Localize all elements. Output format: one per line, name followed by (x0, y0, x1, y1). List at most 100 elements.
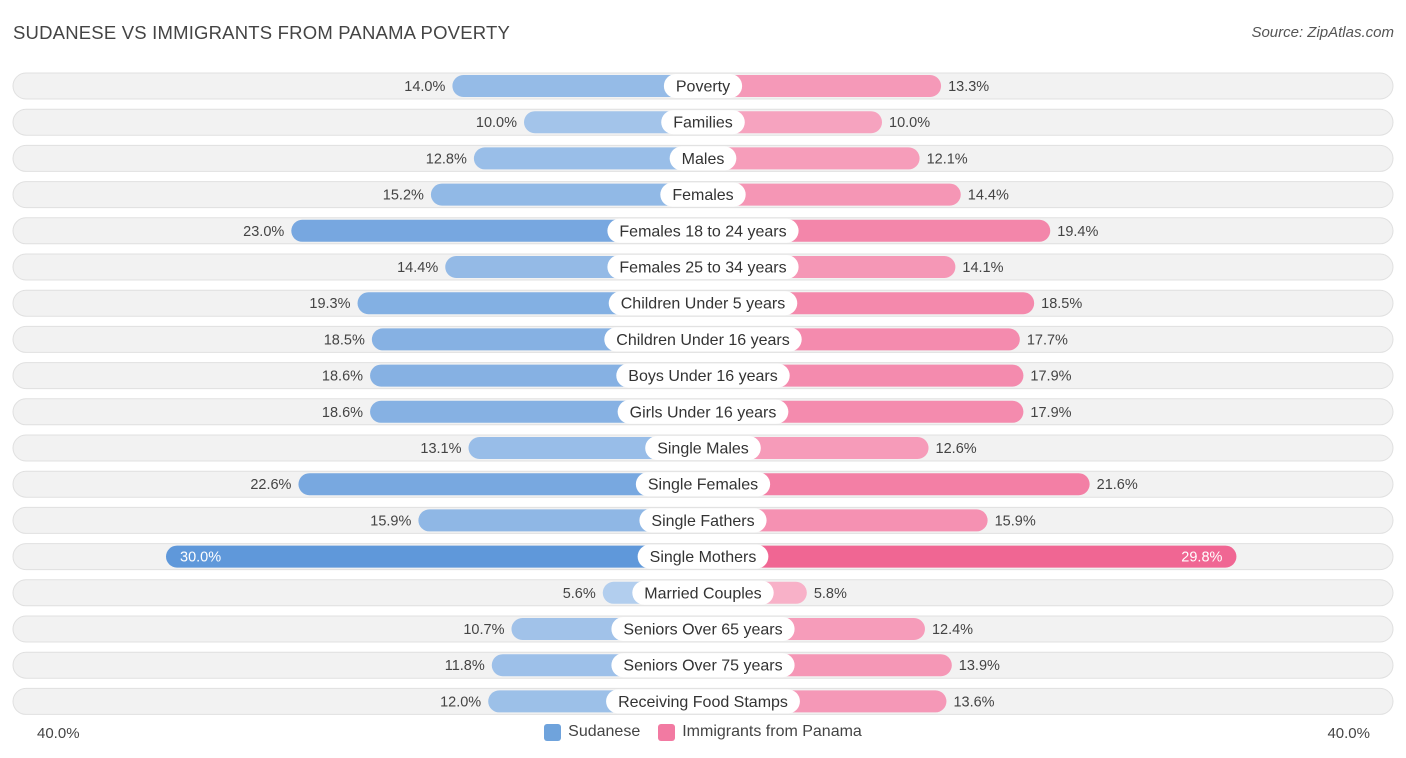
value-label-panama: 14.1% (962, 260, 1003, 276)
category-pill (616, 363, 790, 388)
category-pill (639, 508, 767, 533)
bar-panama (703, 147, 920, 170)
value-label-panama: 13.3% (948, 79, 989, 95)
chart-row: Children Under 16 years 18.5% 17.7% (12, 325, 1394, 353)
category-pill (617, 399, 789, 424)
chart-row: Girls Under 16 years 18.6% 17.9% (12, 398, 1394, 426)
category-pill (604, 327, 802, 352)
value-label-panama: 13.9% (959, 658, 1000, 674)
legend: Sudanese Immigrants from Panama (0, 723, 1406, 741)
legend-swatch-panama (658, 723, 676, 741)
chart-row: Boys Under 16 years 18.6% 17.9% (12, 362, 1394, 390)
chart-row: Single Mothers 30.0% 29.8% (12, 543, 1394, 571)
chart-row: Married Couples 5.6% 5.8% (12, 579, 1394, 607)
category-pill (637, 544, 769, 569)
bar-panama (703, 183, 961, 206)
value-label-sudanese: 15.9% (370, 513, 411, 529)
chart-row: Single Males 13.1% 12.6% (12, 434, 1394, 462)
chart-row: Children Under 5 years 19.3% 18.5% (12, 289, 1394, 317)
value-label-sudanese: 13.1% (420, 441, 461, 457)
value-label-sudanese: 15.2% (383, 188, 424, 204)
bar-panama (703, 509, 988, 532)
value-label-sudanese: 14.0% (404, 79, 445, 95)
bar-sudanese (418, 509, 703, 532)
bar-sudanese (298, 473, 703, 496)
chart-row: Females 25 to 34 years 14.4% 14.1% (12, 253, 1394, 281)
bar-sudanese (524, 111, 703, 134)
category-pill (669, 146, 737, 171)
legend-label-sudanese: Sudanese (568, 723, 641, 740)
value-label-sudanese: 12.0% (440, 694, 481, 710)
chart-row: Families 10.0% 10.0% (12, 108, 1394, 136)
bar-sudanese (473, 147, 703, 170)
source-label: Source: ZipAtlas.com (1251, 24, 1394, 41)
value-label-sudanese: 14.4% (397, 260, 438, 276)
category-label: Single Fathers (651, 513, 754, 530)
chart-title: SUDANESE VS IMMIGRANTS FROM PANAMA POVER… (13, 22, 511, 43)
category-pill (608, 291, 798, 316)
value-label-sudanese: 11.8% (445, 658, 485, 674)
category-label: Girls Under 16 years (630, 404, 777, 421)
value-label-panama: 17.9% (1030, 405, 1071, 421)
value-label-sudanese: 22.6% (250, 477, 291, 493)
value-label-sudanese: 12.8% (426, 151, 467, 167)
chart-row: Seniors Over 65 years 10.7% 12.4% (12, 615, 1394, 643)
legend-swatch-sudanese (544, 723, 562, 741)
value-label-panama: 19.4% (1057, 224, 1098, 240)
value-label-panama: 12.4% (932, 622, 973, 638)
value-label-sudanese: 10.7% (463, 622, 504, 638)
bar-sudanese (291, 219, 703, 242)
category-label: Married Couples (644, 585, 761, 602)
category-label: Single Males (657, 441, 749, 458)
category-label: Females 25 to 34 years (619, 260, 786, 277)
bar-panama (703, 473, 1090, 496)
chart-row: Single Females 22.6% 21.6% (12, 470, 1394, 498)
value-label-sudanese: 30.0% (180, 550, 221, 566)
category-label: Males (682, 151, 725, 168)
category-pill (606, 689, 800, 714)
value-label-sudanese: 5.6% (563, 586, 596, 602)
category-label: Females (672, 187, 733, 204)
legend-item-panama: Immigrants from Panama (658, 723, 862, 741)
category-label: Receiving Food Stamps (618, 694, 788, 711)
chart-row: Receiving Food Stamps 12.0% 13.6% (12, 687, 1394, 715)
chart-row: Single Fathers 15.9% 15.9% (12, 506, 1394, 534)
category-label: Females 18 to 24 years (619, 223, 786, 240)
value-label-panama: 12.1% (927, 151, 968, 167)
value-label-panama: 5.8% (814, 586, 847, 602)
category-pill (635, 472, 771, 497)
category-pill (645, 436, 761, 460)
category-label: Seniors Over 65 years (623, 622, 782, 639)
category-label: Single Females (648, 477, 758, 494)
chart-area: Poverty 14.0% 13.3% Families 10.0% 10.0% Males… (12, 72, 1394, 715)
value-label-panama: 10.0% (889, 115, 930, 131)
category-label: Children Under 16 years (616, 332, 789, 349)
value-label-panama: 29.8% (1181, 550, 1222, 566)
bar-panama (703, 111, 882, 134)
category-label: Poverty (676, 79, 730, 96)
chart-row: Poverty 14.0% 13.3% (12, 72, 1394, 100)
value-label-panama: 18.5% (1041, 296, 1082, 312)
legend-item-sudanese: Sudanese (544, 723, 640, 741)
value-label-sudanese: 18.6% (322, 405, 363, 421)
value-label-sudanese: 23.0% (243, 224, 284, 240)
category-pill (663, 74, 743, 98)
category-label: Families (673, 115, 733, 132)
category-pill (611, 653, 795, 678)
axis-right-label: 40.0% (1327, 725, 1370, 742)
value-label-panama: 17.7% (1027, 332, 1068, 348)
category-label: Seniors Over 75 years (623, 658, 782, 675)
category-pill (661, 110, 745, 135)
chart-row: Females 18 to 24 years 23.0% 19.4% (12, 217, 1394, 245)
category-label: Boys Under 16 years (628, 368, 777, 385)
value-label-sudanese: 18.5% (324, 332, 365, 348)
bar-panama (703, 75, 942, 97)
chart-row: Females 15.2% 14.4% (12, 181, 1394, 209)
category-pill (632, 580, 774, 605)
value-label-panama: 15.9% (995, 513, 1036, 529)
bar-sudanese (468, 437, 703, 459)
chart-row: Seniors Over 75 years 11.8% 13.9% (12, 651, 1394, 679)
value-label-sudanese: 18.6% (322, 369, 363, 385)
legend-label-panama: Immigrants from Panama (682, 723, 862, 740)
category-pill (611, 617, 795, 641)
